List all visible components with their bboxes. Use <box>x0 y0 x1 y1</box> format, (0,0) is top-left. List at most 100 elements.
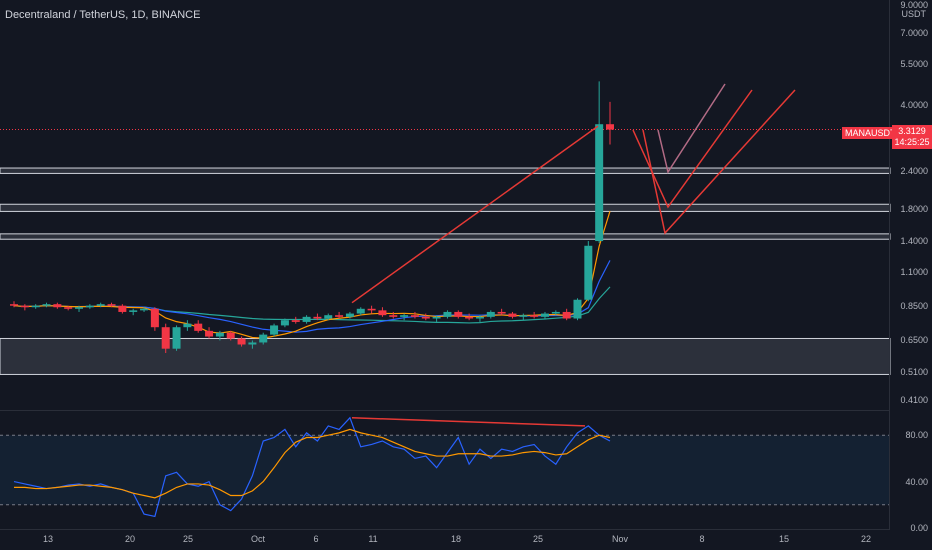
current-price-tag: MANAUSDT 3.3129 14:25:25 <box>842 125 932 152</box>
time-tick-label: 8 <box>699 534 705 544</box>
trend-line <box>351 125 599 304</box>
candle-body <box>400 315 409 317</box>
candle-body <box>465 316 474 319</box>
candle-body <box>562 311 571 319</box>
candle-body <box>432 316 441 319</box>
candle-body <box>118 305 127 312</box>
candle-body <box>85 305 94 308</box>
support-zone-0 <box>0 167 891 174</box>
price-tick-label: 1.8000 <box>900 203 928 214</box>
candle-body <box>367 308 376 311</box>
pane-separator <box>0 410 890 411</box>
support-zone-1 <box>0 203 891 212</box>
time-tick-label: 6 <box>313 534 319 544</box>
candle-body <box>226 332 235 339</box>
candle-body <box>194 323 203 331</box>
price-axis[interactable]: 9.0000 USDT 7.0000 5.5000 4.0000 2.4000 1.80… <box>889 0 932 533</box>
candle-body <box>475 316 484 319</box>
price-tick-label: 5.5000 <box>900 58 928 69</box>
price-tick-label: 2.4000 <box>900 166 928 177</box>
candle-body <box>302 316 311 322</box>
candle-body <box>150 308 159 328</box>
current-price-value: 3.3129 14:25:25 <box>892 125 932 149</box>
rsi-ma-line <box>14 428 611 499</box>
candle-body <box>410 315 419 317</box>
time-tick-label: 11 <box>368 534 378 544</box>
projection-arrow-3 <box>657 83 726 174</box>
rsi-divergence-line <box>351 417 586 427</box>
time-tick-label: 13 <box>42 534 54 544</box>
price-tick-label: 4.0000 <box>900 100 928 111</box>
candle-body <box>20 305 29 308</box>
candle-body <box>42 304 51 306</box>
time-axis[interactable]: 13 20 25 Oct 6 11 18 25 Nov 8 15 22 <box>0 529 890 550</box>
candle-body <box>335 315 344 317</box>
candle-body <box>75 307 84 309</box>
candle-body <box>389 315 398 317</box>
candle-body <box>519 315 528 317</box>
candle-body <box>140 308 149 311</box>
price-tick-label: 1.1000 <box>900 267 928 278</box>
price-tick-label: 0.4100 <box>900 395 928 406</box>
candle-body <box>107 304 116 306</box>
candle-body <box>540 313 549 317</box>
current-price-symbol: MANAUSDT <box>842 127 899 139</box>
ma-mid-line <box>13 260 611 333</box>
rsi-tick-label: 80.00 <box>905 430 928 441</box>
projection-arrow-1 <box>632 89 753 209</box>
candle-body <box>378 310 387 316</box>
time-tick-label: Nov <box>611 534 629 544</box>
chart-title: Decentraland / TetherUS, 1D, BINANCE <box>5 9 201 21</box>
candle-body <box>205 330 214 337</box>
candle-body <box>443 311 452 317</box>
candle-body <box>324 315 333 319</box>
candle-body <box>345 313 354 317</box>
price-axis-top-label: 9.0000 <box>900 0 928 10</box>
candle-body <box>573 299 582 319</box>
candle-body <box>31 305 40 308</box>
rsi-tick-label: 0.00 <box>910 523 928 533</box>
candle-body <box>508 313 517 317</box>
candle-body <box>64 307 73 309</box>
candle-body <box>129 310 138 312</box>
candle-body <box>551 311 560 314</box>
candle-body <box>280 320 289 326</box>
candle-body <box>259 334 268 343</box>
candle-body <box>313 316 322 319</box>
candle-body <box>584 245 593 300</box>
candle-body <box>291 320 300 322</box>
current-price-number: 3.3129 <box>898 126 926 136</box>
candle-body <box>486 311 495 317</box>
candle-body <box>53 304 62 308</box>
time-tick-label: 25 <box>532 534 544 544</box>
candle-body <box>237 338 246 345</box>
candle-body <box>530 315 539 317</box>
rsi-tick-label: 40.00 <box>905 476 928 487</box>
candle-body <box>248 342 257 345</box>
candle-body <box>96 304 105 306</box>
current-price-countdown: 14:25:25 <box>894 137 930 147</box>
time-tick-label: 22 <box>860 534 872 544</box>
time-tick-label: 15 <box>778 534 790 544</box>
candle-body <box>183 323 192 328</box>
candle-body <box>454 311 463 317</box>
candle-body <box>172 327 181 349</box>
candle-body <box>270 325 279 335</box>
time-tick-label: 18 <box>450 534 462 544</box>
time-tick-label: 25 <box>182 534 194 544</box>
candle-body <box>595 124 604 242</box>
rsi-band <box>0 435 890 505</box>
price-axis-unit: USDT <box>901 9 927 19</box>
price-tick-label: 0.5100 <box>900 366 928 377</box>
price-tick-label: 7.0000 <box>900 27 928 38</box>
candle-body <box>497 311 506 314</box>
price-tick-label: 1.4000 <box>900 236 928 247</box>
projection-arrow-2 <box>642 89 796 235</box>
support-zone-3 <box>0 337 891 375</box>
candle-body <box>215 332 224 337</box>
price-tick-label: 0.8500 <box>900 300 928 311</box>
candle-body <box>606 124 614 130</box>
candle-body <box>421 316 430 319</box>
